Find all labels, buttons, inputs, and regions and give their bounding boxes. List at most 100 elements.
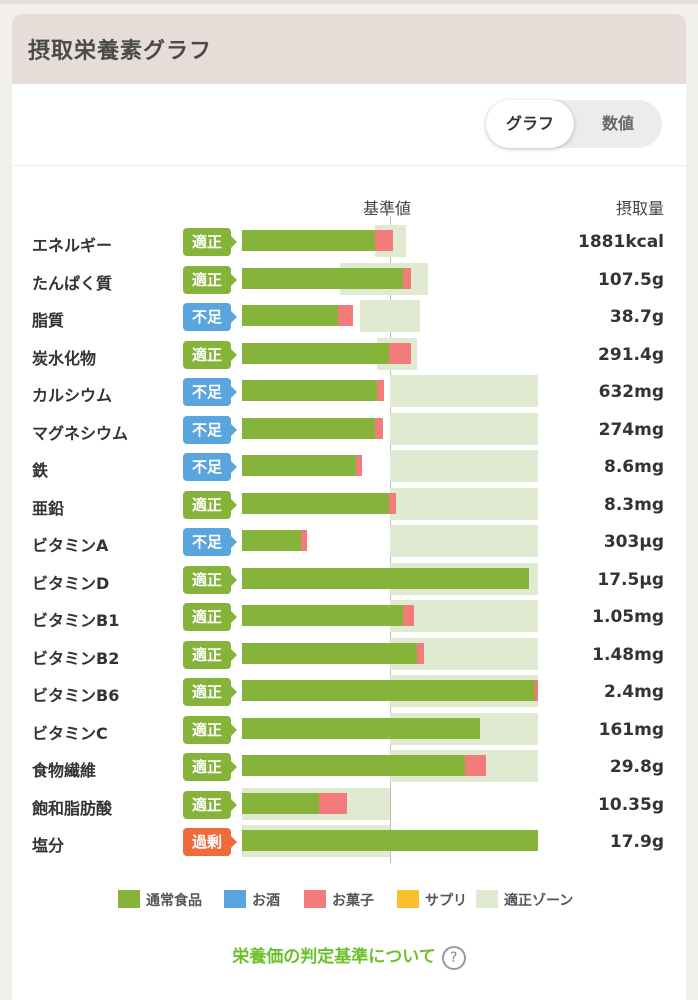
nutrient-row: 塩分 過剰 17.9g	[12, 823, 686, 861]
intake-column-header: 摂取量	[615, 199, 664, 218]
snack-intake-bar	[403, 605, 414, 626]
nutrient-row: 脂質 不足 38.7g	[12, 298, 686, 336]
nutrient-name: ビタミンB6	[32, 686, 120, 705]
nutrient-row: エネルギー 適正 1881kcal	[12, 223, 686, 261]
food-intake-bar	[242, 605, 404, 626]
nutrient-amount: 161mg	[598, 719, 664, 740]
appropriate-zone-bar	[390, 487, 538, 520]
nutrient-amount: 1881kcal	[578, 232, 664, 252]
nutrient-name: エネルギー	[32, 236, 113, 255]
snack-intake-bar	[388, 492, 396, 514]
appropriate-zone-bar	[390, 525, 538, 557]
snack-intake-bar	[301, 530, 308, 551]
nutrient-amount: 303µg	[603, 532, 664, 552]
legend-swatch	[304, 890, 326, 908]
nutrient-amount: 632mg	[598, 382, 664, 402]
criteria-help-link[interactable]: 栄養価の判定基準について	[232, 947, 436, 967]
food-intake-bar	[242, 680, 536, 701]
nutrient-chart: 基準値 摂取量 エネルギー 適正 1881kcal たんぱく質 適正 107.5g 脂質 不足…	[12, 166, 686, 866]
appropriate-zone-bar	[390, 412, 538, 445]
food-intake-bar	[242, 567, 530, 589]
nutrient-name: ビタミンC	[32, 723, 108, 743]
view-toggle-area: グラフ 数値	[12, 84, 686, 166]
nutrient-name: 塩分	[32, 836, 65, 855]
snack-intake-bar	[535, 680, 538, 701]
food-intake-bar	[242, 792, 319, 814]
nutrient-amount: 291.4g	[598, 344, 664, 365]
status-badge: 適正	[183, 715, 237, 744]
status-badge: 適正	[183, 490, 237, 519]
food-intake-bar	[242, 530, 302, 551]
food-intake-bar	[242, 230, 376, 251]
status-badge: 適正	[183, 228, 237, 256]
nutrient-amount: 8.3mg	[604, 494, 664, 515]
food-intake-bar	[242, 492, 389, 514]
food-intake-bar	[242, 342, 389, 364]
snack-intake-bar	[375, 230, 393, 251]
graph-view-button[interactable]: グラフ	[486, 100, 574, 148]
status-badge: 適正	[183, 565, 237, 594]
nutrient-name: ビタミンA	[32, 536, 109, 555]
nutrient-row: ビタミンC 適正 161mg	[12, 711, 686, 749]
nutrient-row: ビタミンB1 適正 1.05mg	[12, 598, 686, 636]
snack-intake-bar	[338, 305, 353, 326]
appropriate-zone-bar	[390, 600, 538, 632]
appropriate-zone-bar	[390, 375, 538, 407]
nutrient-name: 亜鉛	[32, 498, 65, 518]
appropriate-zone-bar	[360, 300, 420, 332]
snack-intake-bar	[416, 642, 425, 664]
card-header: 摂取栄養素グラフ	[12, 14, 686, 84]
nutrient-name: 食物繊維	[32, 761, 97, 780]
help-section: 栄養価の判定基準について?	[12, 942, 686, 970]
legend-label: サプリ	[425, 893, 467, 909]
status-badge: 不足	[183, 378, 237, 406]
status-badge: 適正	[183, 265, 237, 294]
nutrient-row: 亜鉛 適正 8.3mg	[12, 486, 686, 524]
status-badge: 過剰	[183, 828, 237, 856]
food-intake-bar	[242, 717, 481, 739]
snack-intake-bar	[388, 342, 411, 364]
nutrient-amount: 10.35g	[598, 794, 664, 815]
nutrient-name: マグネシウム	[32, 423, 129, 443]
food-intake-bar	[242, 642, 417, 664]
view-toggle: グラフ 数値	[486, 100, 662, 148]
nutrient-row: 食物繊維 適正 29.8g	[12, 748, 686, 786]
nutrient-name: たんぱく質	[32, 273, 113, 293]
card-title: 摂取栄養素グラフ	[28, 39, 213, 64]
chart-legend: 通常食品 お酒 お菓子 サプリ 適正ゾーン	[12, 886, 686, 910]
nutrient-row: ビタミンD 適正 17.5µg	[12, 561, 686, 599]
nutrient-amount: 17.9g	[609, 832, 664, 852]
nutrient-amount: 29.8g	[609, 757, 664, 777]
nutrient-amount: 8.6mg	[604, 457, 664, 477]
legend-label: お酒	[252, 893, 280, 909]
snack-intake-bar	[465, 755, 487, 776]
nutrient-name: 鉄	[32, 461, 49, 480]
nutrient-row: たんぱく質 適正 107.5g	[12, 261, 686, 299]
food-intake-bar	[242, 380, 377, 401]
question-circle-icon[interactable]: ?	[441, 945, 466, 970]
nutrient-amount: 274mg	[598, 419, 664, 440]
nutrient-name: カルシウム	[32, 386, 113, 405]
nutrient-amount: 17.5µg	[597, 569, 664, 590]
status-badge: 不足	[183, 303, 237, 331]
status-badge: 適正	[183, 753, 237, 781]
legend-swatch	[397, 890, 419, 908]
status-badge: 適正	[183, 678, 237, 706]
nutrient-amount: 107.5g	[598, 269, 664, 290]
nutrient-graph-card: 摂取栄養素グラフ グラフ 数値 基準値 摂取量 エネルギー 適正 1881kcal た…	[12, 14, 686, 1000]
top-divider	[0, 0, 698, 4]
status-badge: 適正	[183, 603, 237, 631]
nutrient-row: カルシウム 不足 632mg	[12, 373, 686, 411]
nutrient-row: 鉄 不足 8.6mg	[12, 448, 686, 486]
nutrient-row: マグネシウム 不足 274mg	[12, 411, 686, 449]
nutrient-name: 脂質	[32, 311, 65, 330]
value-view-button[interactable]: 数値	[601, 114, 634, 133]
snack-intake-bar	[376, 380, 385, 401]
nutrient-amount: 1.05mg	[592, 607, 664, 627]
nutrient-row: ビタミンA 不足 303µg	[12, 523, 686, 561]
status-badge: 不足	[183, 453, 237, 481]
legend-swatch	[476, 890, 498, 908]
food-intake-bar	[242, 830, 538, 851]
nutrient-name: ビタミンB2	[32, 648, 120, 668]
appropriate-zone-bar	[390, 450, 538, 482]
